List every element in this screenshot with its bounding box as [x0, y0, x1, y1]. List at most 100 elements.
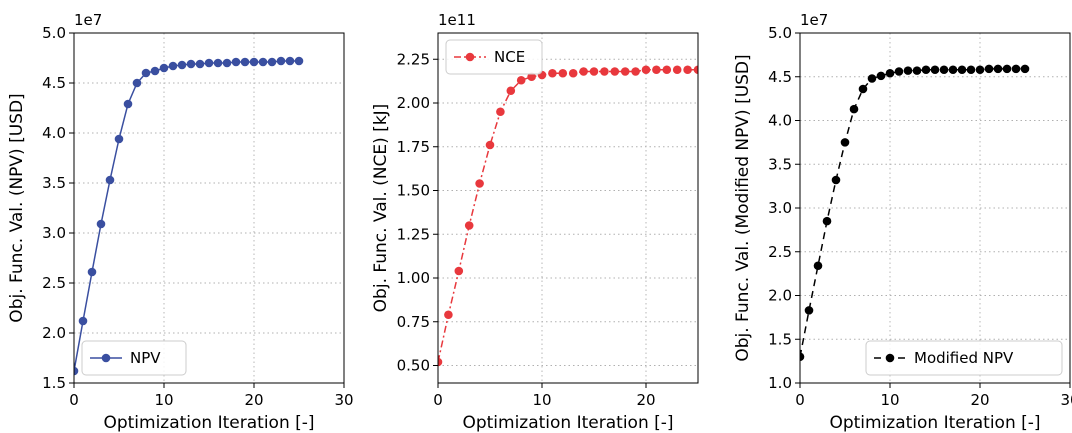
x-tick-label: 20	[970, 391, 989, 409]
data-point	[558, 68, 568, 78]
data-point	[195, 59, 205, 69]
legend: NPV	[81, 340, 187, 376]
data-point	[1002, 64, 1012, 74]
data-point	[123, 99, 133, 109]
series-modified-npv	[800, 64, 1030, 362]
y-tick-label: 4.5	[42, 74, 66, 92]
legend-box	[865, 340, 1063, 376]
legend-marker	[465, 52, 475, 62]
data-point	[516, 75, 526, 85]
plot-frame	[437, 32, 699, 384]
y-axis-label: Obj. Func. Val. (NCE) [kJ]	[371, 104, 391, 313]
data-point	[903, 66, 913, 75]
data-point	[858, 84, 868, 94]
legend-label: Modified NPV	[914, 349, 1014, 367]
y-tick-label: 3.0	[42, 224, 66, 242]
data-point	[240, 57, 250, 67]
data-point	[652, 65, 661, 75]
y-tick-label: 5.0	[768, 24, 792, 42]
data-point	[548, 68, 557, 78]
chart-panel-3: 0 10 20 30 1.0 1.5 2.0 2.5 3.0 3.5 4.0 4.5 5.0 1e7 Opt…	[733, 11, 1072, 433]
data-point	[105, 175, 115, 185]
data-point	[485, 140, 495, 150]
data-point	[496, 107, 505, 117]
data-point	[141, 68, 151, 78]
data-point	[831, 175, 841, 185]
y-tick-label: 2.0	[42, 324, 66, 342]
data-point	[204, 58, 214, 68]
data-point	[620, 67, 630, 76]
data-point	[894, 67, 904, 76]
x-tick-label: 0	[795, 391, 805, 409]
data-point	[993, 64, 1003, 74]
data-point	[475, 179, 484, 188]
data-point	[589, 67, 599, 76]
y-tick-label: 1.75	[397, 138, 430, 156]
axis-offset-label: 1e11	[438, 11, 476, 29]
data-point	[975, 65, 985, 75]
data-point	[957, 65, 967, 75]
data-point	[849, 104, 859, 114]
y-tick-label: 3.0	[768, 199, 792, 217]
legend-label: NPV	[130, 349, 161, 367]
x-tick-label: 20	[636, 391, 655, 409]
y-tick-label: 1.5	[768, 330, 792, 348]
x-tick-label: 10	[154, 391, 173, 409]
data-point	[966, 65, 976, 75]
plot-frame	[73, 32, 345, 384]
data-point	[822, 216, 832, 226]
legend: Modified NPV	[865, 340, 1063, 376]
y-tick-label: 4.0	[42, 124, 66, 142]
y-tick-label: 1.25	[397, 225, 430, 243]
legend-marker	[101, 353, 111, 363]
data-point	[438, 357, 443, 367]
data-point	[641, 65, 651, 75]
data-point	[454, 266, 464, 276]
y-axis-label: Obj. Func. Val. (Modified NPV) [USD]	[733, 54, 753, 361]
axis-offset-label: 1e7	[74, 11, 102, 29]
y-tick-label: 0.75	[397, 313, 430, 331]
data-point	[631, 67, 640, 76]
y-tick-label: 1.5	[42, 374, 66, 392]
data-point	[662, 65, 672, 75]
data-point	[885, 68, 895, 78]
data-point	[600, 67, 609, 76]
y-tick-label: 4.5	[768, 68, 792, 86]
y-tick-label: 0.50	[397, 357, 430, 375]
data-point	[867, 74, 877, 83]
data-point	[267, 57, 277, 67]
y-tick-label: 2.00	[397, 94, 430, 112]
data-point	[222, 58, 232, 68]
data-point	[579, 67, 588, 76]
series-nce	[438, 65, 698, 367]
data-point	[177, 60, 187, 70]
legend-box	[445, 39, 543, 75]
chart-panel-2: 0 10 20 0.50 0.75 1.00 1.25 1.50 1.75 2.00 2.25 1e1…	[371, 11, 699, 433]
y-tick-label: 5.0	[42, 24, 66, 42]
data-point	[840, 138, 850, 147]
data-point	[813, 261, 823, 271]
series-line	[438, 69, 698, 363]
y-axis-label: Obj. Func. Val. (NPV) [USD]	[7, 93, 27, 322]
data-point	[231, 57, 241, 67]
legend-label: NCE	[494, 48, 525, 66]
x-tick-label: 30	[334, 391, 353, 409]
data-point	[672, 65, 682, 75]
data-point	[96, 219, 106, 229]
x-tick-label: 30	[1060, 391, 1072, 409]
x-tick-label: 10	[532, 391, 551, 409]
data-point	[186, 59, 196, 69]
data-point	[930, 65, 940, 75]
data-point	[87, 267, 97, 277]
y-tick-label: 1.00	[397, 269, 430, 287]
data-point	[984, 64, 994, 74]
x-tick-label: 20	[244, 391, 263, 409]
data-point	[610, 67, 620, 76]
data-point	[285, 56, 295, 66]
data-point	[294, 56, 304, 66]
data-point	[912, 66, 922, 75]
data-point	[876, 71, 886, 81]
data-point	[74, 366, 79, 376]
y-tick-label: 3.5	[768, 155, 792, 173]
